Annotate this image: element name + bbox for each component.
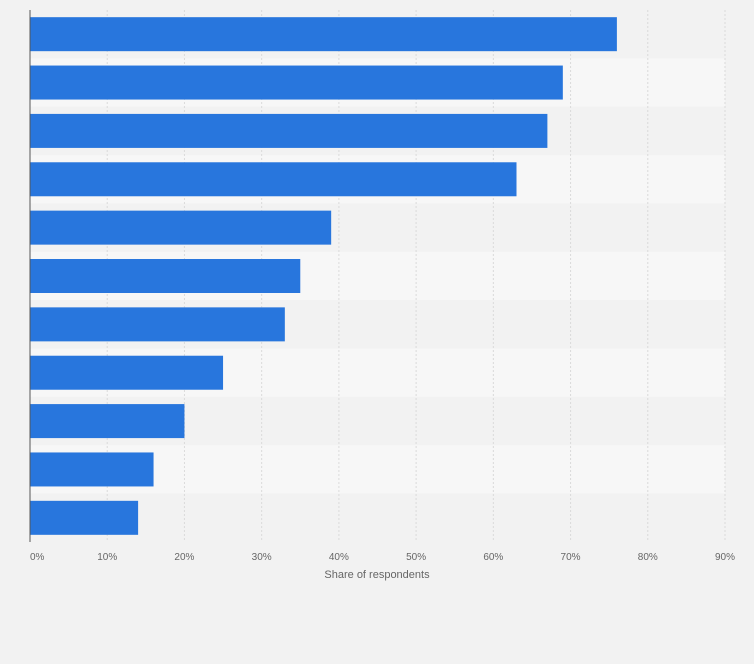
bar [30,210,332,245]
x-tick-label: 0% [30,552,45,563]
bar [30,162,517,197]
bar [30,355,224,390]
x-tick-label: 90% [715,552,735,563]
bars [30,17,617,535]
x-tick-label: 60% [483,552,503,563]
bar [30,17,617,52]
x-tick-label: 70% [561,552,581,563]
bar [30,65,563,100]
x-tick-label: 20% [174,552,194,563]
bar [30,452,154,487]
x-tick-label: 80% [638,552,658,563]
x-tick-label: 30% [252,552,272,563]
x-tick-label: 40% [329,552,349,563]
row-band [30,493,725,542]
bar [30,500,139,535]
x-tick-label: 10% [97,552,117,563]
x-axis-tick-labels: 0% 10% 20% 30% 40% 50% 60% 70% 80% 90% [30,552,735,563]
x-tick-label: 50% [406,552,426,563]
bar [30,404,185,439]
bar [30,307,285,342]
bar [30,259,301,293]
x-axis-title: Share of respondents [324,569,430,581]
bar [30,113,548,148]
